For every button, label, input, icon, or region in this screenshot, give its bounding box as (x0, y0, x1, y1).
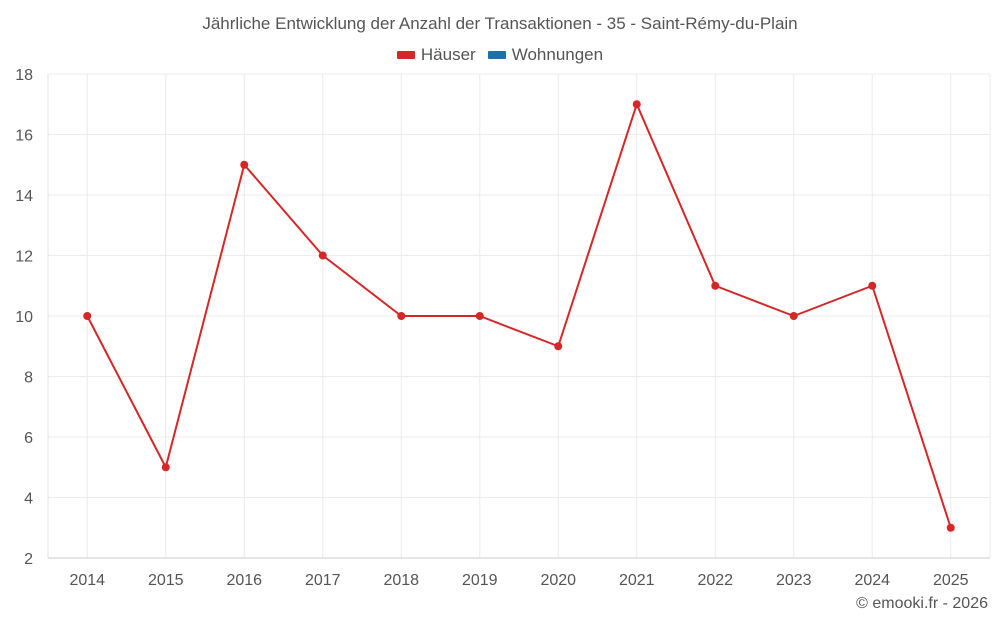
data-point (946, 523, 955, 532)
y-tick-label: 16 (15, 128, 33, 145)
x-tick-label: 2025 (933, 572, 969, 589)
x-tick-label: 2024 (854, 572, 890, 589)
data-point (554, 342, 563, 351)
y-tick-label: 4 (24, 491, 33, 508)
chart-title: Jährliche Entwicklung der Anzahl der Tra… (202, 14, 798, 33)
y-tick-label: 10 (15, 309, 33, 326)
legend-swatch-wohnungen (487, 51, 506, 59)
data-point (475, 312, 484, 320)
y-tick-label: 6 (24, 430, 33, 447)
data-point (397, 312, 406, 320)
x-tick-label: 2019 (462, 572, 498, 589)
y-tick-label: 2 (24, 551, 33, 568)
data-point (632, 100, 641, 109)
x-tick-label: 2014 (69, 572, 105, 589)
y-tick-label: 14 (15, 188, 33, 205)
legend-item-wohnungen[interactable]: Wohnungen (487, 45, 604, 65)
legend: Häuser Wohnungen (0, 45, 1000, 65)
data-point (711, 281, 720, 290)
data-point (83, 312, 92, 320)
y-tick-label: 18 (15, 67, 33, 84)
series-line-0 (86, 103, 952, 529)
y-tick-label: 12 (15, 249, 33, 266)
data-point (789, 312, 798, 320)
data-point (240, 160, 249, 169)
x-tick-label: 2017 (305, 572, 341, 589)
x-tick-label: 2018 (383, 572, 419, 589)
x-tick-label: 2016 (226, 572, 262, 589)
x-tick-label: 2021 (619, 572, 655, 589)
data-point (161, 463, 170, 472)
legend-item-haeuser[interactable]: Häuser (396, 45, 476, 65)
data-point (868, 281, 877, 290)
legend-label-wohnungen: Wohnungen (511, 45, 604, 64)
x-tick-label: 2023 (776, 572, 812, 589)
x-tick-label: 2015 (148, 572, 184, 589)
legend-swatch-haeuser (396, 51, 415, 59)
legend-label-haeuser: Häuser (420, 45, 476, 64)
credit-text: © emooki.fr - 2026 (856, 595, 988, 612)
x-tick-label: 2022 (697, 572, 733, 589)
y-tick-label: 8 (24, 370, 33, 387)
data-point (318, 251, 327, 260)
x-tick-label: 2020 (540, 572, 576, 589)
